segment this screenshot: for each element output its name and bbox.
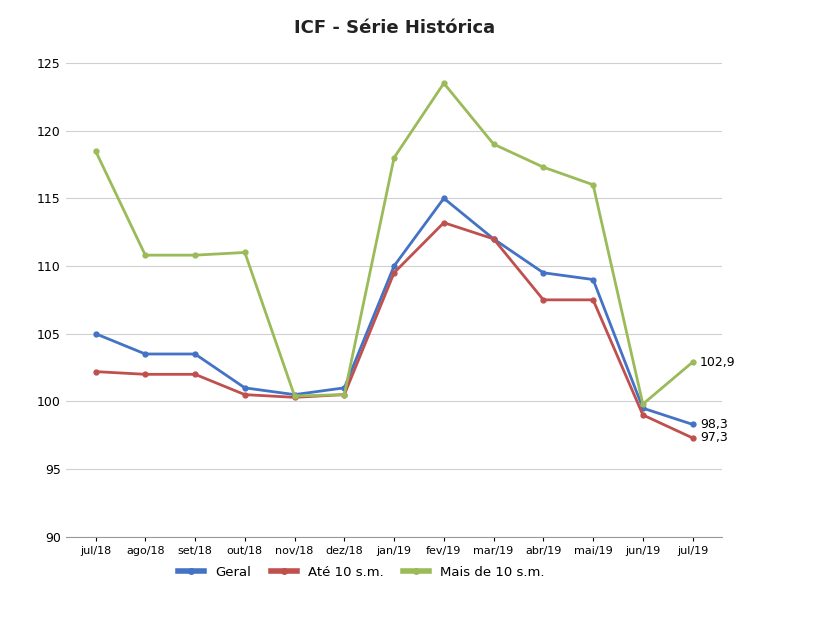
- Até 10 s.m.: [488, 235, 498, 242]
- Mais de 10 s.m.: [539, 164, 548, 171]
- Geral: [190, 350, 200, 358]
- Geral: [638, 405, 648, 412]
- Geral: [688, 421, 698, 428]
- Mais de 10 s.m.: [190, 252, 200, 259]
- Mais de 10 s.m.: [439, 80, 449, 87]
- Mais de 10 s.m.: [688, 358, 698, 366]
- Mais de 10 s.m.: [588, 181, 598, 188]
- Geral: [588, 276, 598, 283]
- Text: 102,9: 102,9: [700, 355, 736, 368]
- Geral: [140, 350, 150, 358]
- Geral: [488, 235, 498, 242]
- Line: Até 10 s.m.: Até 10 s.m.: [93, 220, 695, 441]
- Text: 97,3: 97,3: [700, 431, 728, 444]
- Até 10 s.m.: [290, 394, 300, 401]
- Mais de 10 s.m.: [339, 391, 349, 399]
- Até 10 s.m.: [240, 391, 250, 399]
- Line: Mais de 10 s.m.: Mais de 10 s.m.: [93, 81, 695, 407]
- Text: 98,3: 98,3: [700, 418, 728, 431]
- Geral: [339, 384, 349, 392]
- Até 10 s.m.: [389, 269, 399, 276]
- Mais de 10 s.m.: [290, 392, 300, 400]
- Mais de 10 s.m.: [140, 252, 150, 259]
- Line: Geral: Geral: [93, 196, 695, 427]
- Até 10 s.m.: [588, 296, 598, 304]
- Mais de 10 s.m.: [240, 249, 250, 256]
- Title: ICF - Série Histórica: ICF - Série Histórica: [294, 19, 494, 36]
- Até 10 s.m.: [688, 434, 698, 442]
- Geral: [90, 330, 100, 337]
- Geral: [539, 269, 548, 276]
- Mais de 10 s.m.: [389, 154, 399, 162]
- Geral: [389, 262, 399, 270]
- Legend: Geral, Até 10 s.m., Mais de 10 s.m.: Geral, Até 10 s.m., Mais de 10 s.m.: [172, 560, 550, 584]
- Até 10 s.m.: [90, 368, 100, 375]
- Geral: [439, 194, 449, 202]
- Até 10 s.m.: [140, 371, 150, 378]
- Mais de 10 s.m.: [638, 400, 648, 408]
- Mais de 10 s.m.: [488, 141, 498, 148]
- Até 10 s.m.: [190, 371, 200, 378]
- Até 10 s.m.: [439, 219, 449, 226]
- Geral: [240, 384, 250, 392]
- Até 10 s.m.: [539, 296, 548, 304]
- Até 10 s.m.: [339, 391, 349, 399]
- Mais de 10 s.m.: [90, 147, 100, 155]
- Geral: [290, 391, 300, 399]
- Até 10 s.m.: [638, 411, 648, 418]
